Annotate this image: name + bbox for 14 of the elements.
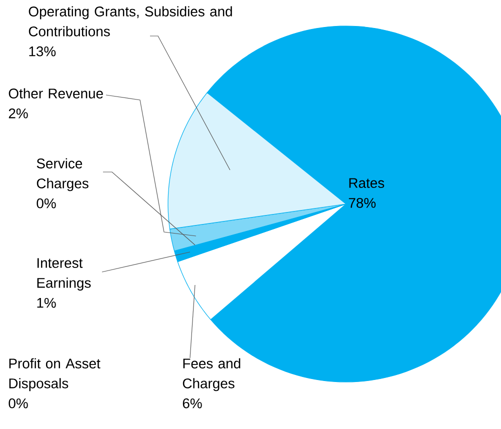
slice-label: Operating Grants, Subsidies and Contributions xyxy=(28,6,232,36)
text: 0% xyxy=(8,398,28,408)
data-label: 6% xyxy=(182,398,202,408)
text: 0% xyxy=(36,198,56,208)
slice-label: Rates xyxy=(349,178,384,188)
slice-label: Interest Earnings xyxy=(37,258,91,291)
data-label: 13% xyxy=(29,46,56,56)
category-label: Profit on Asset Disposals xyxy=(9,358,100,392)
category-label: Service Charges xyxy=(36,158,88,192)
slice-label: Other Revenue xyxy=(8,88,103,98)
slice-label: Fees and Charges xyxy=(182,358,240,392)
data-label: 2% xyxy=(8,108,28,118)
data-label: 78% xyxy=(348,198,376,208)
data-label: 1% xyxy=(37,298,56,308)
